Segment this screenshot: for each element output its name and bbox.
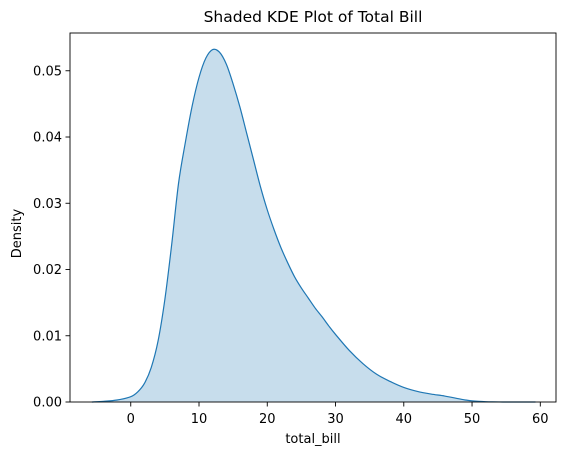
y-axis-label: Density bbox=[10, 208, 25, 258]
y-axis: 0.00 0.01 0.02 0.03 0.04 0.05 bbox=[33, 64, 70, 411]
chart-title: Shaded KDE Plot of Total Bill bbox=[204, 8, 423, 26]
x-axis: 0 10 20 30 40 50 60 bbox=[127, 402, 549, 427]
density-area bbox=[91, 49, 536, 403]
y-tick-label: 0.04 bbox=[33, 131, 62, 146]
x-tick-label: 30 bbox=[327, 412, 344, 427]
y-tick-label: 0.00 bbox=[33, 396, 62, 411]
y-tick-label: 0.05 bbox=[33, 64, 62, 79]
y-tick-label: 0.03 bbox=[33, 197, 62, 212]
x-tick-label: 40 bbox=[396, 412, 413, 427]
x-tick-label: 20 bbox=[259, 412, 276, 427]
density-line bbox=[91, 48, 536, 403]
x-axis-label: total_bill bbox=[285, 432, 340, 447]
x-tick-label: 60 bbox=[532, 412, 549, 427]
x-tick-label: 50 bbox=[464, 412, 481, 427]
plot-frame bbox=[69, 32, 557, 403]
y-tick-label: 0.01 bbox=[33, 329, 62, 344]
plot-area bbox=[91, 48, 536, 403]
x-tick-label: 10 bbox=[191, 412, 208, 427]
y-tick-label: 0.02 bbox=[33, 263, 62, 278]
x-tick-label: 0 bbox=[127, 412, 135, 427]
